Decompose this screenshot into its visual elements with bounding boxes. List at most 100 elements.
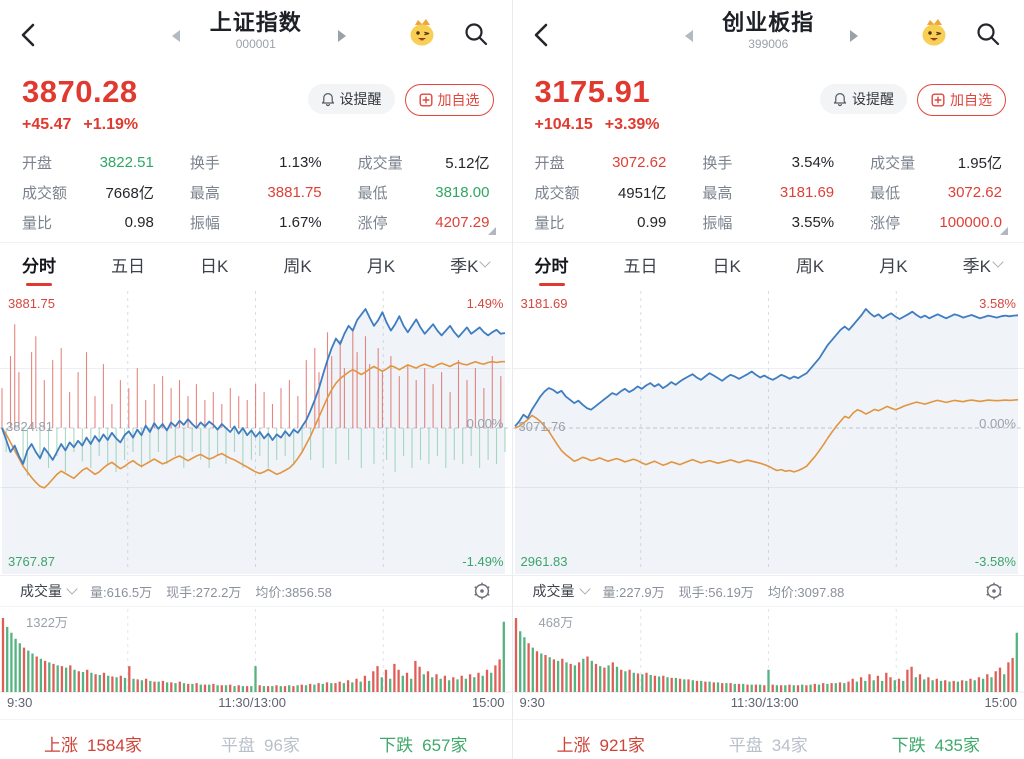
mascot-icon[interactable]: [918, 16, 950, 48]
price-section: 3175.91 +104.15 +3.39% 设提醒: [513, 74, 1024, 146]
next-index-icon[interactable]: [337, 30, 346, 42]
set-alert-label: 设提醒: [339, 91, 382, 107]
tab-quarterly-k[interactable]: 季K: [450, 252, 492, 277]
time-open: 9:30: [519, 694, 545, 710]
tab-monthly-k[interactable]: 月K: [879, 256, 908, 276]
change-percent: +3.39%: [604, 116, 660, 133]
stat-volume: 成交量 5.12亿: [357, 155, 490, 172]
tab-five-day[interactable]: 五日: [623, 256, 658, 276]
volume-chart[interactable]: 1322万: [0, 606, 512, 693]
time-midday: 11:30/13:00: [218, 694, 286, 710]
add-watchlist-label: 加自选: [437, 92, 480, 108]
minute-chart-canvas[interactable]: [512, 287, 1024, 575]
time-axis: 9:30 11:30/13:00 15:00: [0, 693, 512, 711]
tab-minute[interactable]: 分时: [22, 252, 56, 277]
time-midday: 11:30/13:00: [730, 694, 799, 710]
minute-chart[interactable]: 3881.75 1.49% 3824.81 0.00% 3767.87 -1.4…: [0, 287, 512, 575]
panel-header: 上证指数 000001: [0, 0, 512, 74]
change-value: +104.15: [534, 116, 593, 133]
period-tabs: 分时 五日 日K 周K 月K 季K: [0, 242, 512, 285]
time-close: 15:00: [471, 694, 505, 710]
stat-amount: 成交额 4951亿: [534, 185, 667, 202]
stat-open: 开盘 3072.62: [534, 154, 667, 172]
tab-daily-k[interactable]: 日K: [712, 256, 741, 276]
tab-daily-k[interactable]: 日K: [200, 256, 229, 276]
decliners: 下跌 657家: [379, 735, 468, 755]
plus-box-icon: [419, 93, 433, 107]
avg-price-text: 均价:3097.88: [767, 584, 845, 600]
prev-index-icon[interactable]: [684, 30, 693, 42]
expand-stats-icon[interactable]: [487, 227, 496, 235]
back-icon[interactable]: [16, 20, 42, 50]
tab-quarterly-k[interactable]: 季K: [963, 252, 1004, 277]
volume-chart-canvas[interactable]: [512, 607, 1024, 693]
stat-volume-ratio: 量比 0.98: [22, 214, 154, 232]
set-alert-button[interactable]: 设提醒: [307, 84, 395, 114]
gear-icon[interactable]: [472, 581, 492, 601]
bell-icon: [833, 92, 847, 106]
tab-weekly-k[interactable]: 周K: [283, 256, 312, 276]
gear-icon[interactable]: [984, 581, 1004, 601]
unchanged: 平盘 34家: [728, 735, 808, 755]
search-icon[interactable]: [974, 20, 1002, 48]
market-breadth[interactable]: 上涨 1584家 平盘 96家 下跌 657家: [0, 719, 512, 759]
minute-chart-canvas[interactable]: [0, 287, 511, 575]
period-tabs: 分时 五日 日K 周K 月K 季K: [512, 242, 1024, 285]
stats-grid[interactable]: 开盘 3822.51 换手 1.13% 成交量 5.12亿 成交额 7668亿 最高 38…: [0, 146, 512, 238]
lots-text: 现手:56.19万: [678, 584, 754, 600]
add-watchlist-label: 加自选: [950, 92, 992, 108]
tab-five-day[interactable]: 五日: [111, 256, 146, 276]
chevron-down-icon: [578, 583, 591, 595]
volume-stats: 量:227.9万 现手:56.19万 均价:3097.88: [603, 582, 845, 601]
stat-low: 最低 3072.62: [870, 184, 1002, 202]
page-title: 创业板指: [722, 10, 815, 35]
volume-text: 量:227.9万: [602, 584, 665, 600]
market-breadth[interactable]: 上涨 921家 平盘 34家 下跌 435家: [512, 719, 1024, 759]
time-open: 9:30: [7, 694, 33, 710]
stat-volume-ratio: 量比 0.99: [534, 214, 667, 232]
chevron-down-icon: [66, 583, 78, 595]
stat-amplitude: 振幅 3.55%: [702, 214, 835, 232]
volume-indicator-selector[interactable]: 成交量: [533, 581, 591, 601]
volume-chart-canvas[interactable]: [0, 607, 511, 693]
index-title-block: 创业板指 399006: [722, 10, 814, 52]
panel-header: 创业板指 399006: [513, 0, 1024, 74]
unchanged: 平盘 96家: [221, 735, 300, 755]
panel-divider: [511, 0, 513, 759]
price-section: 3870.28 +45.47 +1.19% 设提醒: [0, 74, 512, 146]
volume-indicator-selector[interactable]: 成交量: [20, 581, 78, 601]
add-watchlist-button[interactable]: 加自选: [917, 84, 1006, 116]
tab-weekly-k[interactable]: 周K: [795, 256, 825, 276]
action-buttons: 设提醒 加自选: [307, 84, 494, 116]
stat-low: 最低 3818.00: [357, 184, 490, 202]
volume-chart[interactable]: 468万: [512, 606, 1024, 693]
mascot-icon[interactable]: [406, 16, 438, 48]
volume-toolbar: 成交量 量:227.9万 现手:56.19万 均价:3097.88: [512, 575, 1024, 606]
tab-minute[interactable]: 分时: [535, 252, 569, 277]
price-change: +45.47 +1.19%: [22, 116, 490, 134]
last-price: 3175.91: [534, 74, 651, 109]
prev-index-icon[interactable]: [172, 30, 180, 42]
volume-stats: 量:616.5万 现手:272.2万 均价:3856.58: [90, 582, 332, 601]
minute-chart[interactable]: 3181.69 3.58% 3071.76 0.00% 2961.83 -3.5…: [512, 287, 1024, 575]
last-price: 3870.28: [22, 74, 138, 109]
set-alert-label: 设提醒: [852, 91, 894, 107]
set-alert-button[interactable]: 设提醒: [820, 84, 907, 114]
stats-grid[interactable]: 开盘 3072.62 换手 3.54% 成交量 1.95亿 成交额 4951亿 最高 31…: [513, 146, 1024, 238]
stat-volume: 成交量 1.95亿: [870, 155, 1002, 172]
next-index-icon[interactable]: [850, 30, 858, 42]
action-buttons: 设提醒 加自选: [820, 84, 1006, 116]
stat-limit-up: 涨停 4207.29: [357, 214, 490, 232]
stat-turnover-rate: 换手 1.13%: [189, 154, 322, 172]
tab-monthly-k[interactable]: 月K: [366, 256, 396, 276]
stat-high: 最高 3881.75: [189, 184, 322, 202]
advancers: 上涨 1584家: [44, 735, 142, 755]
volume-text: 量:616.5万: [90, 584, 153, 600]
back-icon[interactable]: [529, 20, 555, 50]
expand-stats-icon[interactable]: [1000, 227, 1008, 235]
search-icon[interactable]: [462, 20, 490, 48]
add-watchlist-button[interactable]: 加自选: [404, 84, 494, 116]
chevron-down-icon: [479, 256, 492, 268]
time-close: 15:00: [984, 694, 1017, 710]
